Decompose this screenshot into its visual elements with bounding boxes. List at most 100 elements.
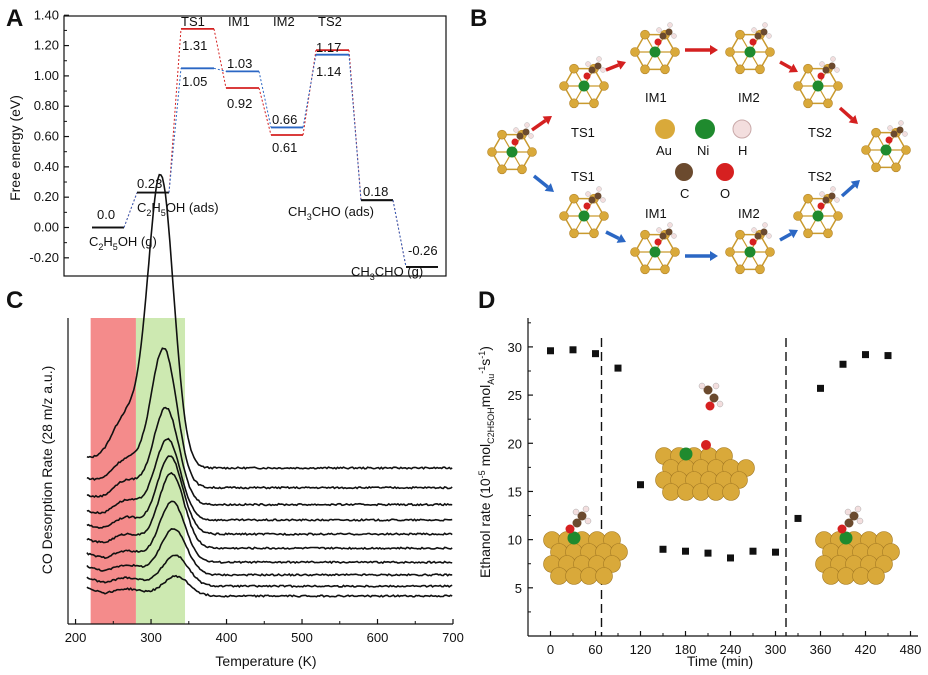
- desorption-curve: [86, 173, 453, 470]
- data-point: [682, 547, 689, 555]
- arrow-blue-3-head: [710, 251, 718, 261]
- au-atom: [765, 247, 775, 257]
- data-point: [592, 350, 599, 358]
- panel-b-label: B: [470, 5, 487, 32]
- au-atom: [722, 483, 740, 501]
- catalyst-middle: [655, 447, 755, 501]
- au-atom: [640, 264, 650, 275]
- panel-d-ytick-label: 20: [508, 436, 522, 451]
- state-label-im2: IM2: [273, 14, 295, 29]
- c-atom: [822, 196, 830, 204]
- panel-d-xtick-label: 180: [675, 642, 697, 657]
- panel-c-label: C: [6, 287, 23, 314]
- catalyst-left: [543, 505, 628, 585]
- panel-d-xtick-label: 60: [588, 642, 602, 657]
- level-label-ts1-red: 1.31: [182, 38, 207, 53]
- o-atom: [654, 238, 662, 246]
- c-atom: [754, 32, 762, 40]
- au-atom: [833, 211, 843, 221]
- c-atom: [588, 66, 596, 74]
- desorption-curve: [86, 455, 453, 536]
- state-label-c2h5oh-ads: C2H5OH (ads): [137, 200, 219, 218]
- panel-c: C CO Desorption Rate (28 m/z a.u.) Tempe…: [6, 173, 464, 669]
- legend-c-label: C: [680, 186, 689, 201]
- arrow-red-3-head: [710, 45, 718, 55]
- h-atom: [698, 382, 706, 390]
- legend-ni-label: Ni: [697, 143, 709, 158]
- cluster-im1-bottom: [630, 222, 680, 275]
- desorption-curve: [86, 347, 453, 490]
- scheme-label-ts1-top: TS1: [571, 125, 595, 140]
- arrow-blue-1: [532, 174, 549, 189]
- arrow-red-4: [779, 60, 792, 70]
- h-atom: [766, 33, 772, 39]
- energy-connector-blue: [168, 68, 182, 193]
- scheme-label-im2-top: IM2: [738, 90, 760, 105]
- h-atom: [656, 227, 662, 233]
- au-atom: [569, 193, 579, 204]
- panel-d-xtick-label: 420: [855, 642, 877, 657]
- scheme-label-ts2-top: TS2: [808, 125, 832, 140]
- au-atom: [803, 228, 813, 239]
- au-atom: [589, 228, 599, 239]
- c-atom: [594, 62, 602, 70]
- au-atom: [497, 129, 507, 140]
- arrow-blue-5: [840, 184, 856, 198]
- h-atom: [762, 222, 768, 228]
- au-atom: [823, 98, 833, 109]
- o-atom: [654, 38, 662, 46]
- o-atom: [705, 401, 715, 411]
- desorption-curve: [86, 574, 453, 598]
- au-atom: [793, 211, 803, 221]
- data-point: [862, 351, 869, 359]
- o-atom: [701, 440, 711, 450]
- au-atom: [871, 162, 881, 173]
- c-atom: [849, 511, 859, 521]
- c-atom: [594, 192, 602, 200]
- au-atom: [569, 98, 579, 109]
- energy-connector-red: [168, 28, 182, 193]
- c-atom: [665, 228, 673, 236]
- h-atom: [585, 191, 591, 197]
- arrow-blue-4-head: [788, 229, 798, 239]
- au-atom: [559, 211, 569, 221]
- scheme-label-ts2-bottom: TS2: [808, 169, 832, 184]
- scheme-label-im1-top: IM1: [645, 90, 667, 105]
- au-atom: [871, 127, 881, 138]
- catalyst-right: [815, 505, 900, 585]
- c-atom: [760, 28, 768, 36]
- panel-c-xtick-label: 600: [367, 630, 389, 645]
- arrow-red-2-head: [616, 60, 626, 70]
- desorption-curve: [86, 406, 453, 507]
- desorption-curve: [86, 554, 453, 589]
- au-atom: [755, 64, 765, 75]
- h-atom: [834, 197, 840, 203]
- au-atom: [901, 145, 911, 155]
- legend-o-label: O: [720, 186, 730, 201]
- legend-h-label: H: [738, 143, 747, 158]
- panel-c-xlabel: Temperature (K): [215, 653, 316, 669]
- au-atom: [517, 164, 527, 175]
- ni-atom: [506, 146, 518, 158]
- au-atom: [803, 63, 813, 74]
- au-atom: [755, 264, 765, 275]
- scheme-label-im2-bottom: IM2: [738, 206, 760, 221]
- h-atom: [751, 227, 757, 233]
- h-atom: [585, 61, 591, 67]
- panel-d: D Ethanol rate (10-5 molC2H5OHmolAu-1s-1…: [477, 287, 921, 669]
- au-atom: [670, 47, 680, 57]
- au-atom: [580, 567, 598, 585]
- au-atom: [861, 145, 871, 155]
- level-label-im1-blue: 1.03: [227, 56, 252, 71]
- au-atom: [565, 567, 583, 585]
- c-atom: [522, 128, 530, 136]
- panel-b-state-labels: TS1 IM1 IM2 TS2 TS1 IM1 IM2 TS2: [571, 90, 832, 221]
- arrow-blue-2-head: [616, 233, 626, 243]
- data-point: [659, 545, 667, 553]
- data-point: [727, 554, 734, 562]
- panel-d-ytick-label: 10: [508, 533, 522, 548]
- panel-a-ytick-label: 0.40: [34, 159, 59, 174]
- au-atom: [725, 47, 735, 57]
- h-atom: [844, 508, 852, 516]
- desorbed-molecule: [698, 382, 724, 450]
